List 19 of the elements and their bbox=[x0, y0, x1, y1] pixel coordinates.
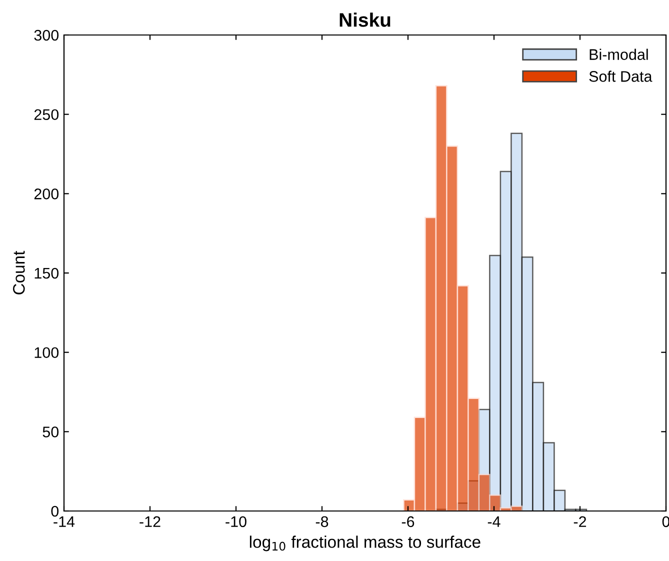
x-tick-label: -8 bbox=[316, 516, 328, 528]
x-tick-label: -2 bbox=[574, 516, 586, 527]
legend-label: Bi-modal bbox=[590, 48, 648, 60]
y-tick-label: 300 bbox=[34, 30, 59, 41]
y-tick-label: 250 bbox=[34, 109, 59, 120]
legend-label: Soft Data bbox=[589, 70, 652, 82]
x-axis-title: log$_{10}$ fractional mass to surface bbox=[250, 536, 480, 552]
y-tick-label: 100 bbox=[34, 347, 59, 358]
y-axis-title: Count bbox=[13, 250, 25, 294]
x-tick-label: -14 bbox=[54, 516, 75, 527]
x-tick-label: -4 bbox=[488, 516, 500, 527]
x-tick-label: -10 bbox=[226, 516, 246, 528]
x-tick-label: -6 bbox=[402, 516, 414, 528]
y-tick-label: 50 bbox=[42, 426, 59, 438]
x-tick-label: -12 bbox=[140, 516, 160, 527]
chart-title: Nisku bbox=[340, 12, 390, 27]
y-tick-label: 200 bbox=[34, 188, 59, 200]
y-tick-label: 0 bbox=[51, 506, 59, 517]
y-tick-label: 150 bbox=[34, 268, 59, 279]
